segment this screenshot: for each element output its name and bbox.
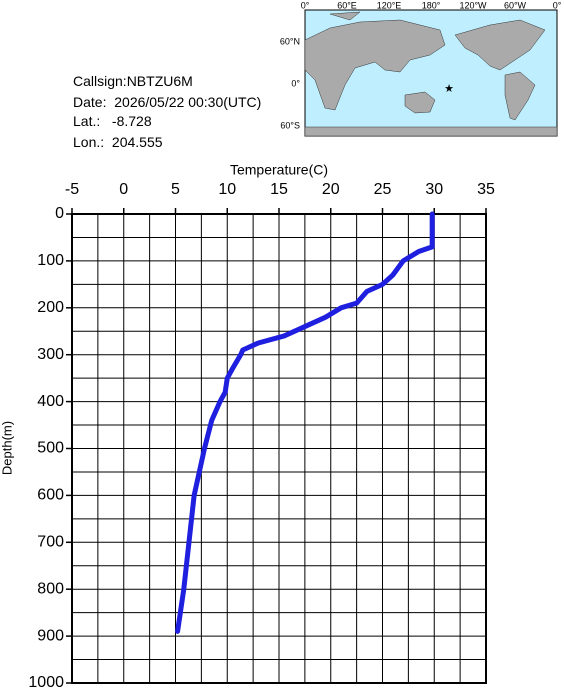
y-tick-label: 500 xyxy=(37,440,64,457)
y-tick-label: 700 xyxy=(37,534,64,551)
map-lon-label: 120°E xyxy=(377,0,402,10)
x-axis-label: Temperature(C) xyxy=(230,162,328,178)
map-lon-label: 60°E xyxy=(337,0,357,10)
map-lon-label: 0° xyxy=(553,0,562,10)
x-tick-label: -5 xyxy=(65,181,79,198)
y-tick-label: 400 xyxy=(37,393,64,410)
date: Date: 2026/05/22 00:30(UTC) xyxy=(73,94,261,110)
y-tick-label: 300 xyxy=(37,346,64,363)
y-tick-label: 600 xyxy=(37,487,64,504)
x-tick-label: 15 xyxy=(270,181,288,198)
map-lon-label: 120°W xyxy=(459,0,487,10)
map-lat-label: 0° xyxy=(291,78,300,88)
y-tick-label: 100 xyxy=(37,252,64,269)
x-tick-label: 20 xyxy=(322,181,340,198)
map-land xyxy=(304,11,558,137)
latitude: Lat.: -8.728 xyxy=(73,113,152,129)
y-tick-label: 900 xyxy=(37,627,64,644)
y-tick-label: 800 xyxy=(37,580,64,597)
map: ★ xyxy=(304,9,558,137)
longitude: Lon.: 204.555 xyxy=(73,134,163,150)
y-tick-label: 200 xyxy=(37,299,64,316)
x-tick-label: 5 xyxy=(171,181,180,198)
x-tick-label: 30 xyxy=(425,181,443,198)
station-marker: ★ xyxy=(444,83,454,95)
map-lon-label: 180° xyxy=(422,0,441,10)
y-axis-label: Depth(m) xyxy=(0,421,14,475)
plot-frame xyxy=(71,213,487,684)
profile-line xyxy=(175,211,435,634)
map-lon-label: 60°W xyxy=(504,0,527,10)
y-tick-label: 0 xyxy=(55,205,64,222)
map-lat-label: 60°S xyxy=(280,120,300,130)
callsign: Callsign:NBTZU6M xyxy=(73,73,193,89)
map-lat-label: 60°N xyxy=(280,36,300,46)
map-lon-label: 0° xyxy=(301,0,310,10)
x-tick-label: 25 xyxy=(374,181,392,198)
y-tick-label: 1000 xyxy=(28,674,64,690)
x-tick-label: 0 xyxy=(119,181,128,198)
x-tick-label: 35 xyxy=(477,181,495,198)
x-tick-label: 10 xyxy=(218,181,236,198)
